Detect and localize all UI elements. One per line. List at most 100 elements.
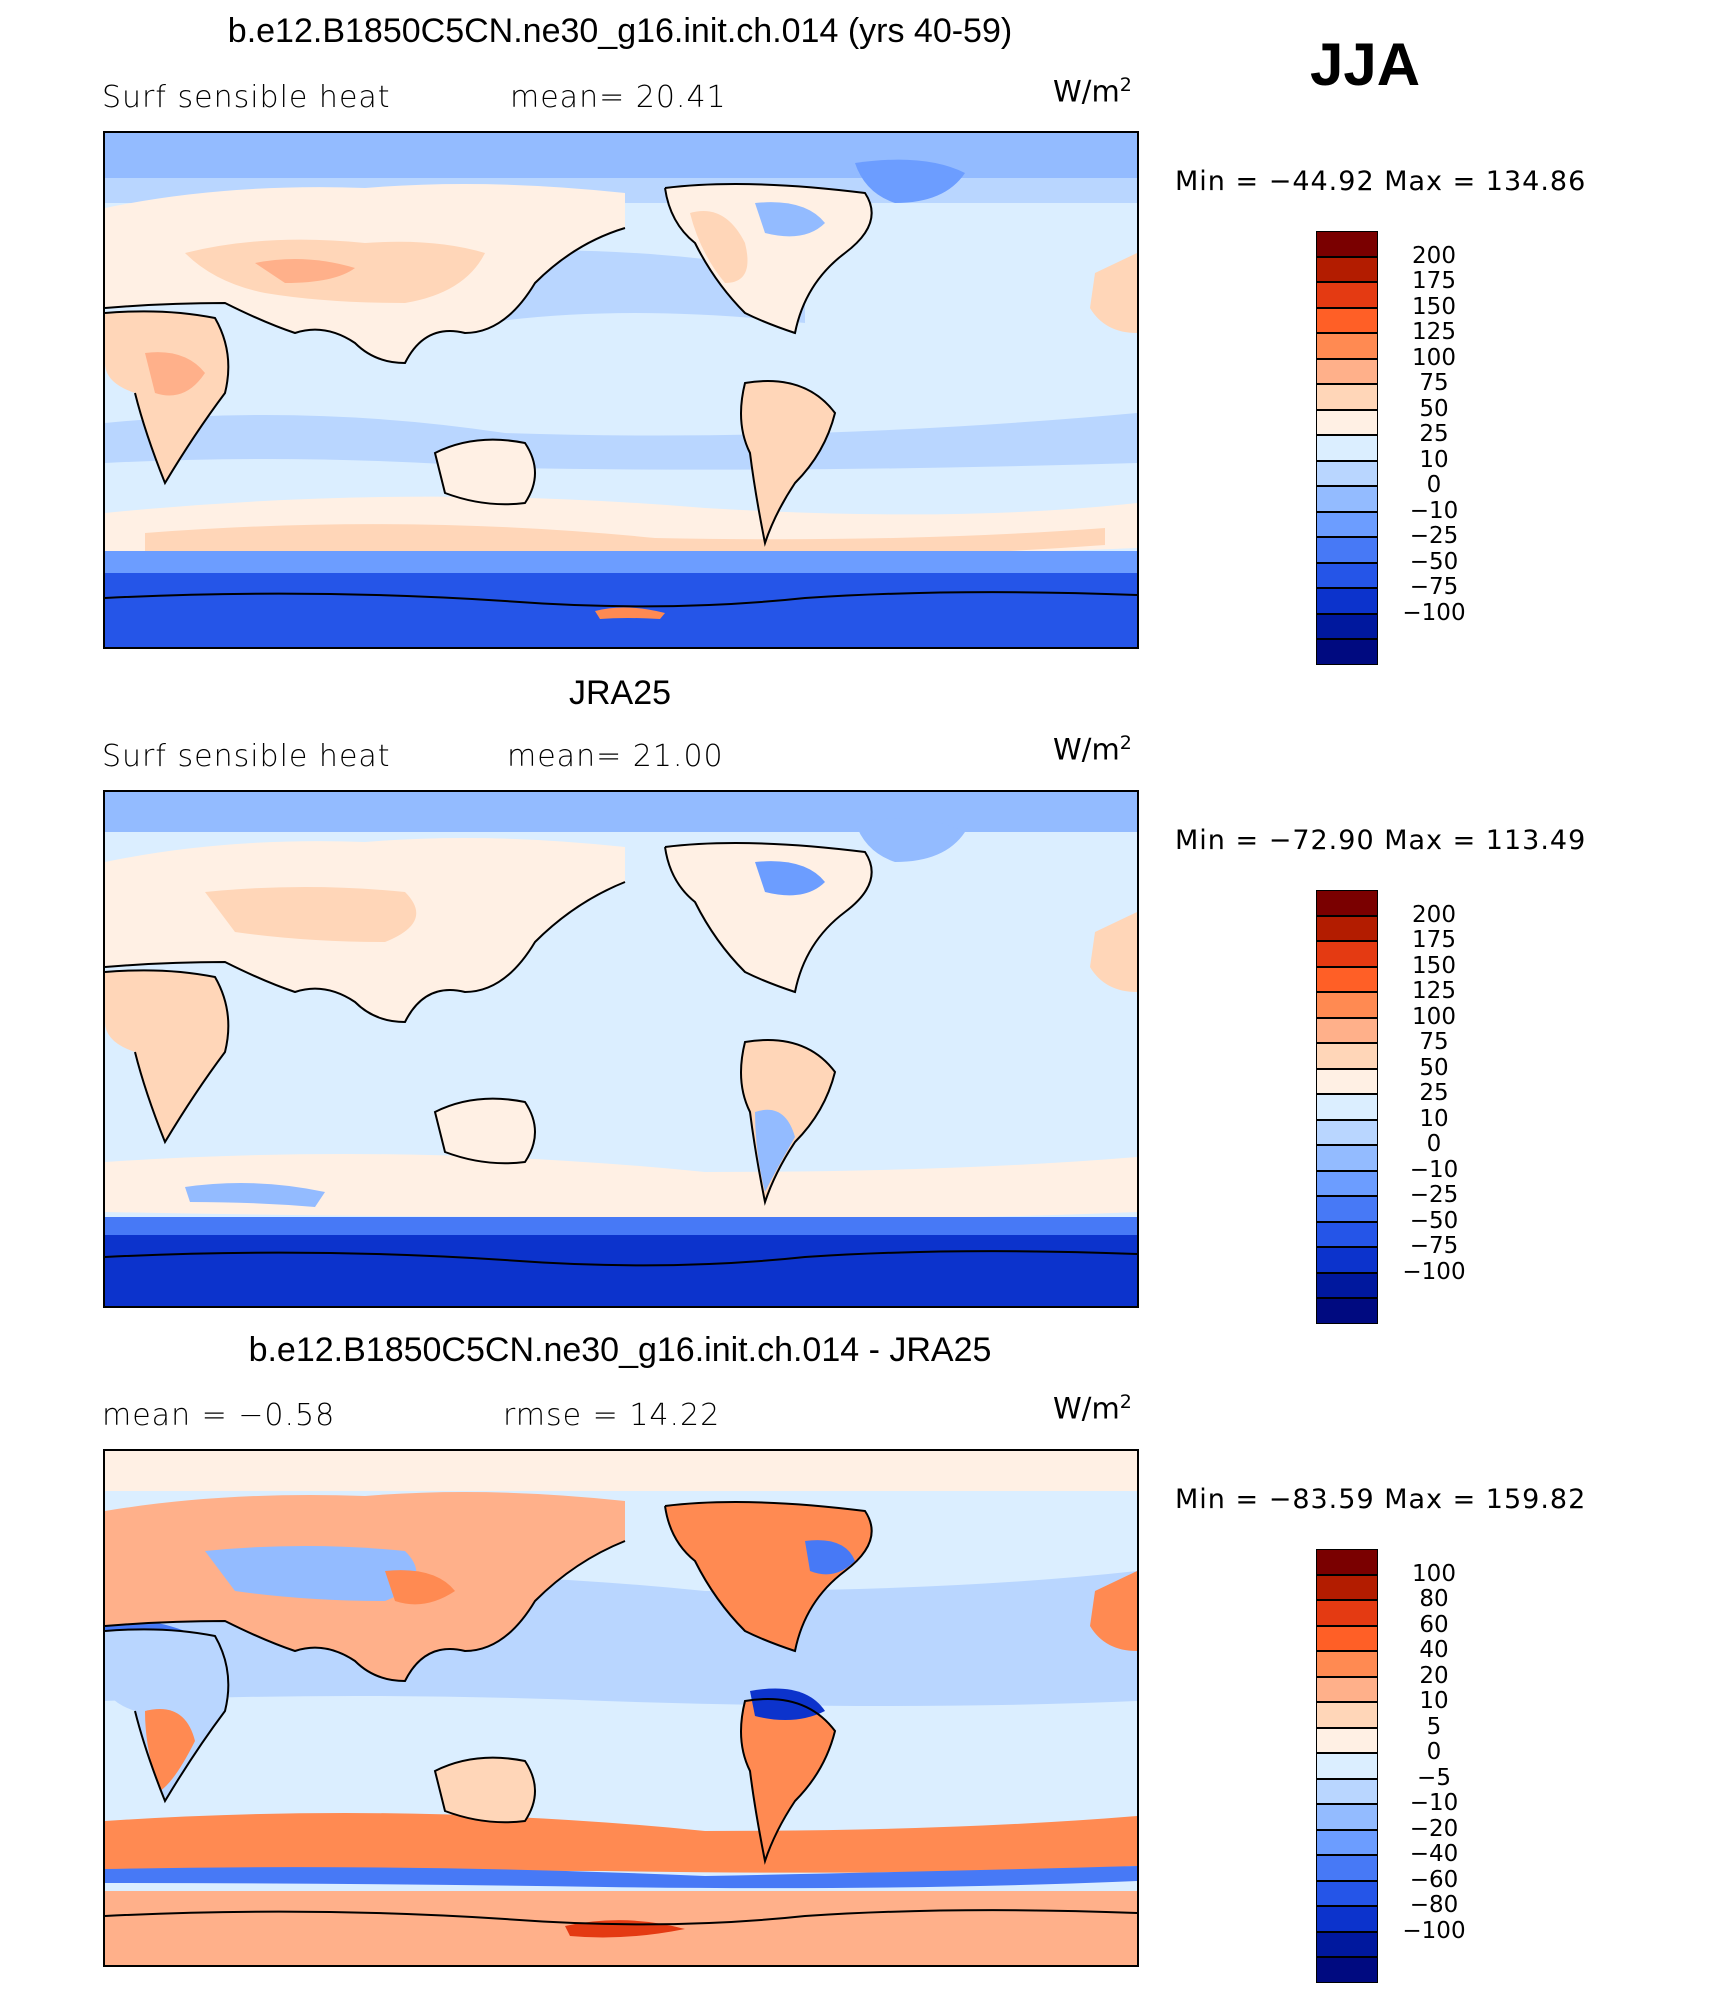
colorbar-swatch — [1316, 613, 1378, 639]
colorbar-swatch — [1316, 1676, 1378, 1702]
colorbar-tick-label: 10 — [1419, 1105, 1449, 1132]
colorbar-swatch — [1316, 1906, 1378, 1932]
season-label: JJA — [1310, 31, 1421, 98]
colorbar-swatch — [1316, 1702, 1378, 1728]
panel3-units: W/m2 — [1053, 1391, 1132, 1426]
colorbar-tick-label: −60 — [1409, 1866, 1459, 1893]
colorbar-swatch — [1316, 915, 1378, 941]
panel2-minmax: Min = −72.90 Max = 113.49 — [1175, 825, 1587, 856]
colorbar-tick-label: 25 — [1419, 421, 1449, 447]
colorbar-tick-label: 50 — [1419, 1054, 1449, 1081]
colorbar-tick-label: 60 — [1419, 1611, 1449, 1638]
panel3-mean-label: mean = −0.58 — [102, 1398, 336, 1433]
colorbar-swatch — [1316, 1017, 1378, 1043]
colorbar-tick-label: −50 — [1409, 548, 1459, 575]
colorbar-tick-label: −10 — [1409, 1156, 1459, 1183]
colorbar-swatch — [1316, 1753, 1378, 1779]
colorbar-swatch — [1316, 1221, 1378, 1247]
panel3-title: b.e12.B1850C5CN.ne30_g16.init.ch.014 - J… — [248, 1331, 992, 1369]
panel1-variable-label: Surf sensible heat — [102, 80, 391, 115]
panel1-mean-label: mean= 20.41 — [510, 80, 727, 115]
colorbar-swatch — [1316, 1778, 1378, 1804]
colorbar-swatch — [1316, 1170, 1378, 1196]
colorbar-tick-label: 10 — [1419, 446, 1449, 473]
colorbar-tick-label: 80 — [1419, 1586, 1449, 1612]
colorbar-tick-label: −10 — [1409, 497, 1459, 524]
colorbar-tick-label: 5 — [1426, 1713, 1442, 1740]
colorbar-tick-label: 150 — [1412, 293, 1456, 320]
colorbar-tick-label: −75 — [1409, 1233, 1459, 1259]
panel2-variable-label: Surf sensible heat — [102, 739, 391, 774]
colorbar-swatch — [1316, 1625, 1378, 1651]
colorbar-tick-label: −75 — [1409, 574, 1459, 600]
colorbar-swatch — [1316, 384, 1378, 410]
colorbar-swatch — [1316, 639, 1378, 665]
colorbar-swatch — [1316, 486, 1378, 512]
colorbar-tick-label: 75 — [1419, 370, 1449, 396]
colorbar-tick-label: 0 — [1426, 472, 1442, 498]
colorbar-swatch — [1316, 1145, 1378, 1171]
colorbar-tick-label: −20 — [1409, 1815, 1459, 1842]
colorbar-tick-label: 0 — [1426, 1739, 1442, 1765]
colorbar-tick-label: −80 — [1409, 1892, 1459, 1918]
colorbar-tick-label: −25 — [1409, 523, 1459, 549]
colorbar-tick-label: 125 — [1412, 319, 1456, 345]
panel2-title: JRA25 — [568, 674, 672, 712]
colorbar-swatch — [1316, 231, 1378, 257]
colorbar-swatch — [1316, 1804, 1378, 1830]
panel1-title: b.e12.B1850C5CN.ne30_g16.init.ch.014 (yr… — [227, 12, 1013, 50]
colorbar-swatch — [1316, 1196, 1378, 1222]
panel3-rmse-label: rmse = 14.22 — [503, 1398, 721, 1433]
colorbar-swatch — [1316, 1600, 1378, 1626]
colorbar-swatch — [1316, 992, 1378, 1018]
colorbar-swatch — [1316, 307, 1378, 333]
colorbar-tick-label: −5 — [1417, 1764, 1451, 1791]
colorbar-tick-label: 25 — [1419, 1080, 1449, 1106]
colorbar-swatch — [1316, 1119, 1378, 1145]
colorbar-swatch — [1316, 941, 1378, 967]
colorbar-tick-label: −10 — [1409, 1790, 1459, 1816]
colorbar-swatch — [1316, 333, 1378, 359]
colorbar-swatch — [1316, 966, 1378, 992]
panel1-minmax: Min = −44.92 Max = 134.86 — [1175, 166, 1587, 197]
colorbar-swatch — [1316, 1855, 1378, 1881]
colorbar-swatch — [1316, 1651, 1378, 1677]
colorbar-swatch — [1316, 1574, 1378, 1600]
colorbar-tick-label: 150 — [1412, 952, 1456, 979]
colorbar-swatch — [1316, 1298, 1378, 1324]
colorbar-swatch — [1316, 1272, 1378, 1298]
colorbar-swatch — [1316, 1727, 1378, 1753]
panel2-map — [103, 790, 1139, 1308]
panel2-units: W/m2 — [1053, 732, 1132, 767]
colorbar-swatch — [1316, 460, 1378, 486]
colorbar-swatch — [1316, 358, 1378, 384]
colorbar-swatch — [1316, 890, 1378, 916]
colorbar-tick-label: 0 — [1426, 1131, 1442, 1157]
colorbar-swatch — [1316, 1549, 1378, 1575]
colorbar-tick-label: 100 — [1412, 1003, 1456, 1030]
colorbar-swatch — [1316, 1094, 1378, 1120]
panel3-map — [103, 1449, 1139, 1967]
colorbar-tick-label: 75 — [1419, 1029, 1449, 1055]
colorbar-tick-label: 200 — [1412, 901, 1456, 928]
colorbar-swatch — [1316, 1247, 1378, 1273]
colorbar-swatch — [1316, 537, 1378, 563]
colorbar-tick-label: −25 — [1409, 1182, 1459, 1208]
panel2-colorbar: 200 175 150 125 100 75 50 25 10 0 −10 −25 −50 −75 −100 — [1316, 890, 1466, 1324]
panel1-map-svg — [105, 133, 1137, 647]
colorbar-tick-label: −100 — [1402, 1917, 1466, 1944]
colorbar-tick-label: −100 — [1402, 1258, 1466, 1285]
colorbar-swatch — [1316, 1957, 1378, 1983]
colorbar-tick-label: 10 — [1419, 1688, 1449, 1714]
colorbar-tick-label: −100 — [1402, 599, 1466, 626]
panel3-colorbar: 100 80 60 40 20 10 5 0 −5 −10 −20 −40 −60 −80 −100 — [1316, 1549, 1466, 1983]
colorbar-tick-label: 50 — [1419, 395, 1449, 422]
colorbar-tick-label: 100 — [1412, 1560, 1456, 1587]
colorbar-swatch — [1316, 511, 1378, 537]
colorbar-tick-label: 175 — [1412, 927, 1456, 953]
panel1-units: W/m2 — [1053, 74, 1132, 109]
panel1-colorbar: 200 175 150 125 100 75 50 25 10 0 −10 −25 −50 −75 −100 — [1316, 231, 1466, 665]
colorbar-swatch — [1316, 1068, 1378, 1094]
panel3-minmax: Min = −83.59 Max = 159.82 — [1175, 1484, 1587, 1515]
colorbar-tick-label: −50 — [1409, 1207, 1459, 1234]
